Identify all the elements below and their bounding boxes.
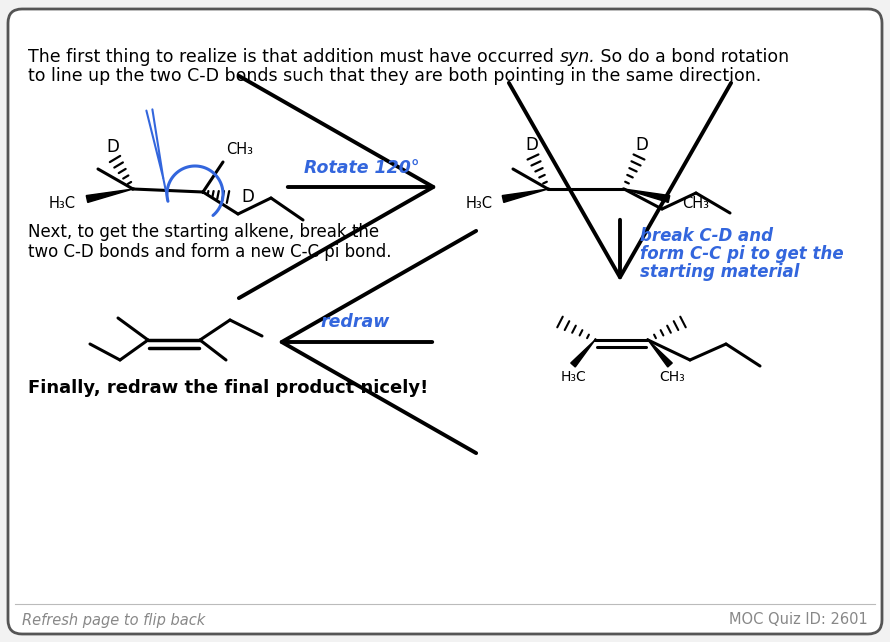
Text: form C-C pi to get the: form C-C pi to get the bbox=[640, 245, 844, 263]
Text: CH₃: CH₃ bbox=[682, 196, 709, 211]
Text: So do a bond rotation: So do a bond rotation bbox=[595, 48, 789, 66]
Text: CH₃: CH₃ bbox=[659, 370, 685, 384]
Text: CH₃: CH₃ bbox=[226, 141, 253, 157]
Text: D: D bbox=[526, 136, 538, 154]
Text: break C-D and: break C-D and bbox=[640, 227, 773, 245]
Text: starting material: starting material bbox=[640, 263, 799, 281]
Text: H₃C: H₃C bbox=[49, 196, 76, 211]
Text: Rotate 120°: Rotate 120° bbox=[304, 159, 420, 177]
Text: H₃C: H₃C bbox=[560, 370, 586, 384]
Text: to line up the two C-D bonds such that they are both pointing in the same direct: to line up the two C-D bonds such that t… bbox=[28, 67, 761, 85]
Text: H₃C: H₃C bbox=[466, 196, 493, 211]
Text: Finally, redraw the final product nicely!: Finally, redraw the final product nicely… bbox=[28, 379, 428, 397]
Text: Refresh page to flip back: Refresh page to flip back bbox=[22, 612, 206, 627]
Text: D: D bbox=[241, 188, 254, 206]
Text: The first thing to realize is that addition must have occurred: The first thing to realize is that addit… bbox=[28, 48, 560, 66]
Text: MOC Quiz ID: 2601: MOC Quiz ID: 2601 bbox=[729, 612, 868, 627]
Text: Next, to get the starting alkene, break the: Next, to get the starting alkene, break … bbox=[28, 223, 379, 241]
Polygon shape bbox=[502, 189, 548, 202]
Polygon shape bbox=[570, 340, 595, 367]
Text: syn.: syn. bbox=[560, 48, 595, 66]
Text: D: D bbox=[635, 136, 649, 154]
Text: two C-D bonds and form a new C-C pi bond.: two C-D bonds and form a new C-C pi bond… bbox=[28, 243, 392, 261]
Polygon shape bbox=[648, 340, 672, 367]
FancyBboxPatch shape bbox=[8, 9, 882, 634]
Polygon shape bbox=[86, 189, 133, 202]
Text: D: D bbox=[107, 138, 119, 156]
Polygon shape bbox=[624, 189, 670, 202]
Text: redraw: redraw bbox=[320, 313, 390, 331]
